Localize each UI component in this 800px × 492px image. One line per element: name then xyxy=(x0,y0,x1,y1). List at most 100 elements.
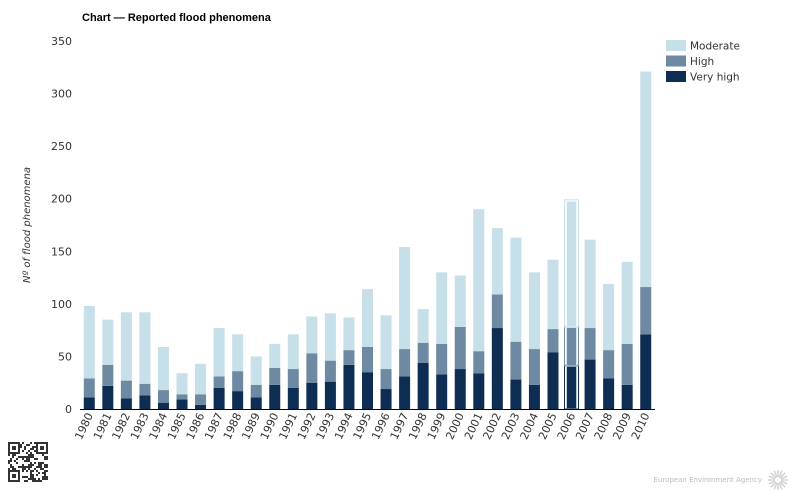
bar-high-1983[interactable] xyxy=(139,383,151,396)
bar-very-high-1987[interactable] xyxy=(213,387,225,409)
bar-very-high-2003[interactable] xyxy=(510,379,522,409)
bar-moderate-2002[interactable] xyxy=(491,228,503,295)
bar-very-high-1990[interactable] xyxy=(269,384,281,409)
y-tick-label: 350 xyxy=(51,35,72,48)
bar-high-1999[interactable] xyxy=(436,343,448,375)
bar-high-1989[interactable] xyxy=(250,384,262,398)
bar-moderate-1981[interactable] xyxy=(102,319,114,365)
bar-moderate-1994[interactable] xyxy=(343,317,355,351)
bar-moderate-1998[interactable] xyxy=(417,309,429,343)
bar-moderate-1995[interactable] xyxy=(362,289,373,347)
bar-moderate-2007[interactable] xyxy=(584,239,596,329)
bar-very-high-2009[interactable] xyxy=(621,384,633,409)
bar-moderate-1980[interactable] xyxy=(83,305,95,379)
bar-moderate-1996[interactable] xyxy=(380,315,392,370)
bar-very-high-1986[interactable] xyxy=(195,404,207,409)
bar-high-1996[interactable] xyxy=(380,369,392,390)
legend-label-very-high: Very high xyxy=(690,72,740,84)
bar-very-high-1981[interactable] xyxy=(102,385,114,409)
bar-high-1984[interactable] xyxy=(157,390,169,403)
bar-high-2000[interactable] xyxy=(454,326,466,370)
bar-moderate-2010[interactable] xyxy=(640,71,652,288)
bar-moderate-2008[interactable] xyxy=(603,283,615,351)
bar-very-high-1983[interactable] xyxy=(139,395,151,409)
bar-high-1986[interactable] xyxy=(195,394,207,405)
bar-high-1991[interactable] xyxy=(287,369,299,388)
bar-moderate-1982[interactable] xyxy=(120,312,132,381)
x-axis-ticks: 1980198119821983198419851986198719881989… xyxy=(72,411,652,442)
bar-high-1995[interactable] xyxy=(362,346,373,373)
bar-moderate-1990[interactable] xyxy=(269,343,281,368)
bar-very-high-1996[interactable] xyxy=(380,389,392,409)
bar-high-1994[interactable] xyxy=(343,350,355,365)
bar-moderate-1986[interactable] xyxy=(195,363,207,395)
bar-very-high-2007[interactable] xyxy=(584,359,596,409)
bar-very-high-1994[interactable] xyxy=(343,364,355,409)
bar-very-high-2004[interactable] xyxy=(528,384,540,409)
x-tick-label: 2010 xyxy=(629,411,653,442)
bar-moderate-2001[interactable] xyxy=(473,209,485,352)
bar-high-1988[interactable] xyxy=(232,371,244,392)
bar-very-high-2005[interactable] xyxy=(547,352,559,409)
bar-very-high-2001[interactable] xyxy=(473,373,485,409)
bar-moderate-1987[interactable] xyxy=(213,328,225,377)
bar-high-1997[interactable] xyxy=(399,349,411,377)
bar-moderate-1989[interactable] xyxy=(250,356,262,385)
bar-very-high-1982[interactable] xyxy=(120,398,132,409)
bar-high-2005[interactable] xyxy=(547,329,559,353)
bar-high-1990[interactable] xyxy=(269,367,281,385)
bar-high-1998[interactable] xyxy=(417,342,429,363)
chart-title: Chart — Reported flood phenomena xyxy=(82,12,271,24)
bar-high-2009[interactable] xyxy=(621,343,633,385)
bar-moderate-1992[interactable] xyxy=(306,316,318,354)
bar-moderate-1991[interactable] xyxy=(287,334,299,370)
bar-very-high-1984[interactable] xyxy=(157,402,169,409)
bar-very-high-1997[interactable] xyxy=(399,376,411,409)
bar-high-2010[interactable] xyxy=(640,287,652,335)
bar-very-high-1992[interactable] xyxy=(306,382,318,409)
bar-very-high-2006[interactable] xyxy=(565,365,578,410)
bar-very-high-1980[interactable] xyxy=(83,397,95,409)
bar-moderate-2004[interactable] xyxy=(528,272,540,350)
bar-moderate-2000[interactable] xyxy=(454,275,466,327)
bar-very-high-1998[interactable] xyxy=(417,362,429,409)
bar-high-2006[interactable] xyxy=(565,326,578,367)
bar-high-1993[interactable] xyxy=(324,360,336,382)
bar-very-high-1985[interactable] xyxy=(176,399,188,409)
bar-high-1987[interactable] xyxy=(213,376,225,388)
bar-very-high-1989[interactable] xyxy=(250,397,262,409)
bar-high-1992[interactable] xyxy=(306,353,318,383)
bar-very-high-1995[interactable] xyxy=(362,372,373,409)
bar-moderate-1984[interactable] xyxy=(157,346,169,391)
bar-moderate-2005[interactable] xyxy=(547,259,559,330)
bar-very-high-1999[interactable] xyxy=(436,374,448,409)
bar-high-2003[interactable] xyxy=(510,341,522,380)
bar-moderate-2006[interactable] xyxy=(565,200,578,328)
bar-very-high-2000[interactable] xyxy=(454,369,466,409)
bar-high-1985[interactable] xyxy=(176,394,188,400)
y-tick-label: 250 xyxy=(51,140,72,153)
bar-moderate-1999[interactable] xyxy=(436,272,448,344)
bar-moderate-1988[interactable] xyxy=(232,334,244,372)
bar-high-2001[interactable] xyxy=(473,351,485,374)
bar-moderate-1993[interactable] xyxy=(324,313,336,361)
bar-high-1981[interactable] xyxy=(102,364,114,386)
bar-very-high-1993[interactable] xyxy=(324,381,336,409)
bar-moderate-1983[interactable] xyxy=(139,312,151,384)
bar-moderate-1985[interactable] xyxy=(176,373,188,395)
bar-high-1982[interactable] xyxy=(120,380,132,399)
bar-very-high-1988[interactable] xyxy=(232,391,244,409)
bar-moderate-2009[interactable] xyxy=(621,261,633,344)
bar-very-high-2008[interactable] xyxy=(603,378,615,409)
bar-moderate-2003[interactable] xyxy=(510,237,522,342)
bar-very-high-2010[interactable] xyxy=(640,334,652,409)
bar-high-2002[interactable] xyxy=(491,294,503,329)
bar-high-2004[interactable] xyxy=(528,349,540,385)
bar-very-high-2002[interactable] xyxy=(491,328,503,409)
qr-code-icon xyxy=(8,442,48,482)
bar-very-high-1991[interactable] xyxy=(287,387,299,409)
bar-high-1980[interactable] xyxy=(83,378,95,398)
bar-moderate-1997[interactable] xyxy=(399,247,411,350)
bar-high-2007[interactable] xyxy=(584,328,596,360)
bar-high-2008[interactable] xyxy=(603,350,615,379)
